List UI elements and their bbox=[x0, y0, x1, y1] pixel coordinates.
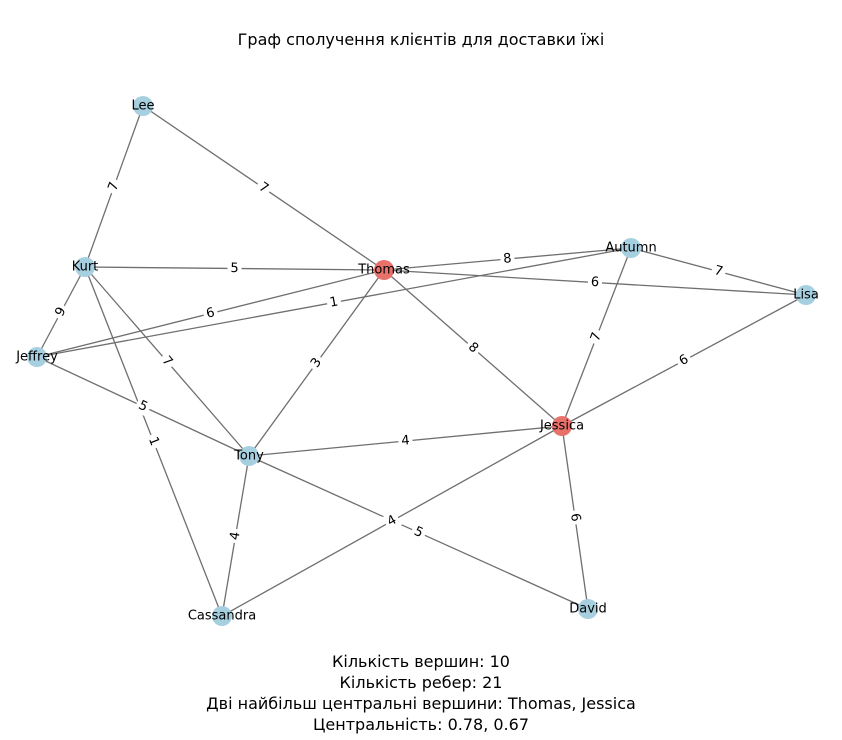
node-cassandra bbox=[212, 606, 232, 626]
edge-weight-jessica-tony: 4 bbox=[397, 432, 414, 450]
edge-weight-autumn-lisa: 7 bbox=[709, 261, 728, 282]
node-label-lee: Lee bbox=[131, 99, 154, 114]
edge-weight-background bbox=[143, 432, 164, 451]
graph-stats: Кількість вершин: 10 Кількість ребер: 21… bbox=[0, 651, 842, 735]
node-label-tony: Tony bbox=[233, 449, 264, 464]
node-david bbox=[578, 599, 598, 619]
edge-weight-background bbox=[499, 250, 516, 268]
edge-weight-background bbox=[408, 522, 429, 543]
edge-weight-background bbox=[587, 274, 603, 291]
node-label-kurt: Kurt bbox=[72, 260, 99, 275]
node-label-autumn: Autumn bbox=[605, 241, 656, 256]
node-label-jeffrey: Jeffrey bbox=[15, 350, 58, 365]
edge-weight-jessica-david: 6 bbox=[566, 509, 584, 526]
edge-weight-label: 4 bbox=[401, 433, 411, 449]
edge-weight-kurt-cassandra: 1 bbox=[143, 432, 164, 451]
edge-weight-thomas-autumn: 8 bbox=[499, 250, 516, 268]
edge-weight-background bbox=[709, 261, 728, 282]
edge-weight-background bbox=[586, 327, 607, 347]
node-label-david: David bbox=[569, 602, 607, 617]
edge-weight-tony-david: 5 bbox=[408, 522, 429, 543]
edge-weight-background bbox=[674, 350, 694, 371]
edge-weight-lisa-jessica: 6 bbox=[674, 350, 694, 371]
node-lee bbox=[133, 96, 153, 116]
edge-weight-label: 8 bbox=[503, 251, 513, 267]
node-kurt bbox=[75, 257, 95, 277]
edge-weight-background bbox=[253, 177, 274, 199]
edge-weight-label: 7 bbox=[713, 263, 725, 280]
graph-title: Граф сполучення клієнтів для доставки їж… bbox=[237, 30, 605, 49]
stat-centrality: Центральність: 0.78, 0.67 bbox=[312, 715, 529, 734]
edge-weight-thomas-tony: 3 bbox=[305, 352, 328, 374]
edge-weight-label: 1 bbox=[329, 294, 340, 310]
edge-weight-background bbox=[397, 432, 414, 450]
edge-weight-background bbox=[104, 177, 124, 196]
edge-weight-thomas-lisa: 6 bbox=[587, 274, 603, 291]
edge-weight-background bbox=[381, 510, 403, 532]
edge-weight-autumn-jessica: 7 bbox=[586, 327, 607, 347]
edge-weight-background bbox=[201, 304, 220, 323]
edge-weight-kurt-tony: 7 bbox=[156, 350, 178, 373]
edge-weight-background bbox=[462, 337, 484, 359]
edge-weight-kurt-jeffrey: 9 bbox=[50, 302, 72, 322]
edge-weight-background bbox=[156, 350, 178, 373]
edge-weight-background bbox=[305, 352, 328, 374]
edge-weight-jessica-cassandra: 4 bbox=[381, 510, 403, 532]
node-label-cassandra: Cassandra bbox=[188, 609, 256, 624]
stat-node-count: Кількість вершин: 10 bbox=[332, 652, 510, 671]
edge-weight-jeffrey-thomas: 6 bbox=[201, 304, 220, 323]
node-jessica bbox=[552, 416, 572, 436]
edge-weight-background bbox=[325, 293, 343, 312]
node-autumn bbox=[621, 238, 641, 258]
edge-weight-background bbox=[226, 527, 245, 545]
edge-weight-thomas-jessica: 8 bbox=[462, 337, 484, 359]
edge-weight-kurt-thomas: 5 bbox=[227, 260, 242, 277]
node-label-thomas: Thomas bbox=[357, 263, 410, 278]
edge-weight-label: 6 bbox=[590, 275, 599, 290]
edge-weight-background bbox=[50, 302, 72, 322]
edge-weight-lee-thomas: 7 bbox=[253, 177, 274, 199]
edge-weight-lee-kurt: 7 bbox=[104, 177, 124, 196]
edge-weight-background bbox=[227, 260, 242, 277]
node-label-lisa: Lisa bbox=[793, 288, 819, 303]
edge-weight-label: 4 bbox=[227, 531, 243, 542]
edge-weight-background bbox=[133, 396, 153, 417]
nodes-layer bbox=[27, 96, 816, 626]
node-lisa bbox=[796, 285, 816, 305]
edge-weight-background bbox=[566, 509, 584, 526]
node-thomas bbox=[374, 260, 394, 280]
node-jeffrey bbox=[27, 347, 47, 367]
edge-weight-label: 6 bbox=[567, 512, 583, 522]
node-tony bbox=[239, 446, 259, 466]
node-label-jessica: Jessica bbox=[539, 419, 584, 434]
edge-weight-jeffrey-autumn: 1 bbox=[325, 293, 343, 312]
edge-weight-tony-cassandra: 4 bbox=[226, 527, 245, 545]
edge-weight-label: 6 bbox=[205, 305, 217, 322]
stat-central-nodes: Дві найбільш центральні вершини: Thomas,… bbox=[206, 694, 636, 713]
edge-weight-label: 5 bbox=[230, 261, 238, 276]
edge-weight-jeffrey-tony: 5 bbox=[133, 396, 153, 417]
stat-edge-count: Кількість ребер: 21 bbox=[339, 673, 503, 692]
node-labels-layer: Lee Kurt Jeffrey Thomas Autumn Lisa Jessica Ton… bbox=[15, 99, 819, 624]
